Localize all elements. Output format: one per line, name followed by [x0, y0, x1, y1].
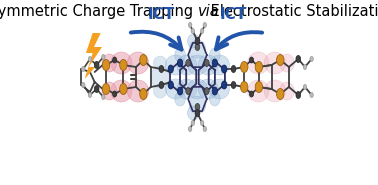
Circle shape: [168, 81, 174, 89]
Ellipse shape: [209, 55, 229, 75]
Ellipse shape: [102, 54, 117, 72]
Circle shape: [82, 66, 85, 71]
Circle shape: [113, 57, 117, 63]
Polygon shape: [85, 33, 102, 79]
Text: via: via: [197, 4, 219, 19]
Circle shape: [203, 23, 206, 28]
Circle shape: [212, 87, 217, 95]
Circle shape: [159, 65, 164, 73]
Ellipse shape: [127, 80, 149, 102]
Circle shape: [200, 28, 204, 33]
Ellipse shape: [177, 79, 197, 99]
Circle shape: [195, 110, 200, 117]
Text: ICT: ICT: [148, 7, 175, 22]
Circle shape: [94, 85, 99, 92]
Ellipse shape: [127, 52, 149, 74]
Circle shape: [204, 88, 209, 95]
Ellipse shape: [209, 79, 229, 99]
Circle shape: [191, 28, 194, 33]
Circle shape: [189, 23, 192, 28]
Ellipse shape: [198, 79, 218, 99]
Circle shape: [177, 59, 183, 67]
Ellipse shape: [175, 48, 186, 62]
Ellipse shape: [153, 84, 167, 98]
Text: ICT: ICT: [220, 7, 247, 22]
Circle shape: [277, 55, 284, 65]
Circle shape: [222, 65, 227, 73]
Ellipse shape: [189, 40, 206, 58]
Ellipse shape: [280, 54, 294, 72]
Circle shape: [200, 120, 204, 125]
Circle shape: [102, 60, 110, 70]
Circle shape: [140, 88, 147, 100]
Ellipse shape: [189, 96, 206, 114]
Ellipse shape: [248, 52, 269, 74]
Ellipse shape: [111, 52, 132, 74]
Ellipse shape: [198, 55, 218, 75]
Circle shape: [82, 83, 85, 88]
Ellipse shape: [177, 55, 197, 75]
Circle shape: [249, 91, 254, 97]
Circle shape: [222, 81, 227, 89]
Ellipse shape: [175, 92, 186, 106]
Circle shape: [120, 83, 127, 95]
Circle shape: [240, 61, 248, 73]
Ellipse shape: [187, 55, 208, 75]
Circle shape: [140, 55, 147, 65]
Ellipse shape: [248, 80, 269, 102]
Circle shape: [303, 65, 307, 70]
Circle shape: [113, 91, 117, 97]
Circle shape: [102, 83, 110, 95]
Text: Electrostatic Stabilization: Electrostatic Stabilization: [206, 4, 378, 19]
Circle shape: [212, 59, 217, 67]
Circle shape: [231, 65, 236, 73]
Ellipse shape: [280, 82, 294, 100]
Circle shape: [195, 38, 200, 45]
FancyArrowPatch shape: [131, 32, 181, 50]
Circle shape: [204, 60, 209, 66]
Circle shape: [102, 55, 105, 60]
Circle shape: [303, 85, 307, 90]
Ellipse shape: [102, 82, 117, 100]
Circle shape: [240, 82, 248, 92]
Ellipse shape: [153, 56, 167, 70]
Circle shape: [255, 82, 263, 92]
Circle shape: [277, 88, 284, 100]
Ellipse shape: [187, 106, 200, 120]
Circle shape: [94, 61, 99, 68]
Circle shape: [186, 88, 191, 95]
Circle shape: [310, 92, 313, 97]
Ellipse shape: [264, 80, 286, 102]
Circle shape: [195, 43, 200, 51]
Circle shape: [203, 127, 206, 132]
Ellipse shape: [209, 48, 220, 62]
Ellipse shape: [166, 79, 186, 99]
Text: Asymmetric Charge Trapping: Asymmetric Charge Trapping: [0, 4, 197, 19]
Ellipse shape: [151, 66, 169, 88]
Circle shape: [177, 87, 183, 95]
Circle shape: [88, 56, 91, 61]
FancyArrowPatch shape: [216, 32, 262, 49]
Ellipse shape: [187, 79, 208, 99]
Circle shape: [195, 103, 200, 110]
Ellipse shape: [209, 92, 220, 106]
Ellipse shape: [111, 80, 132, 102]
Circle shape: [168, 65, 174, 73]
Circle shape: [88, 92, 91, 97]
Circle shape: [159, 82, 164, 88]
Ellipse shape: [187, 34, 200, 48]
Circle shape: [231, 82, 236, 88]
Circle shape: [296, 56, 301, 63]
Ellipse shape: [166, 55, 186, 75]
Circle shape: [191, 120, 194, 125]
Circle shape: [120, 60, 127, 70]
Circle shape: [102, 95, 105, 100]
Ellipse shape: [264, 52, 286, 74]
Circle shape: [249, 57, 254, 63]
Circle shape: [255, 61, 263, 73]
Circle shape: [186, 60, 191, 66]
Circle shape: [310, 56, 313, 61]
Circle shape: [296, 92, 301, 98]
Circle shape: [189, 127, 192, 132]
